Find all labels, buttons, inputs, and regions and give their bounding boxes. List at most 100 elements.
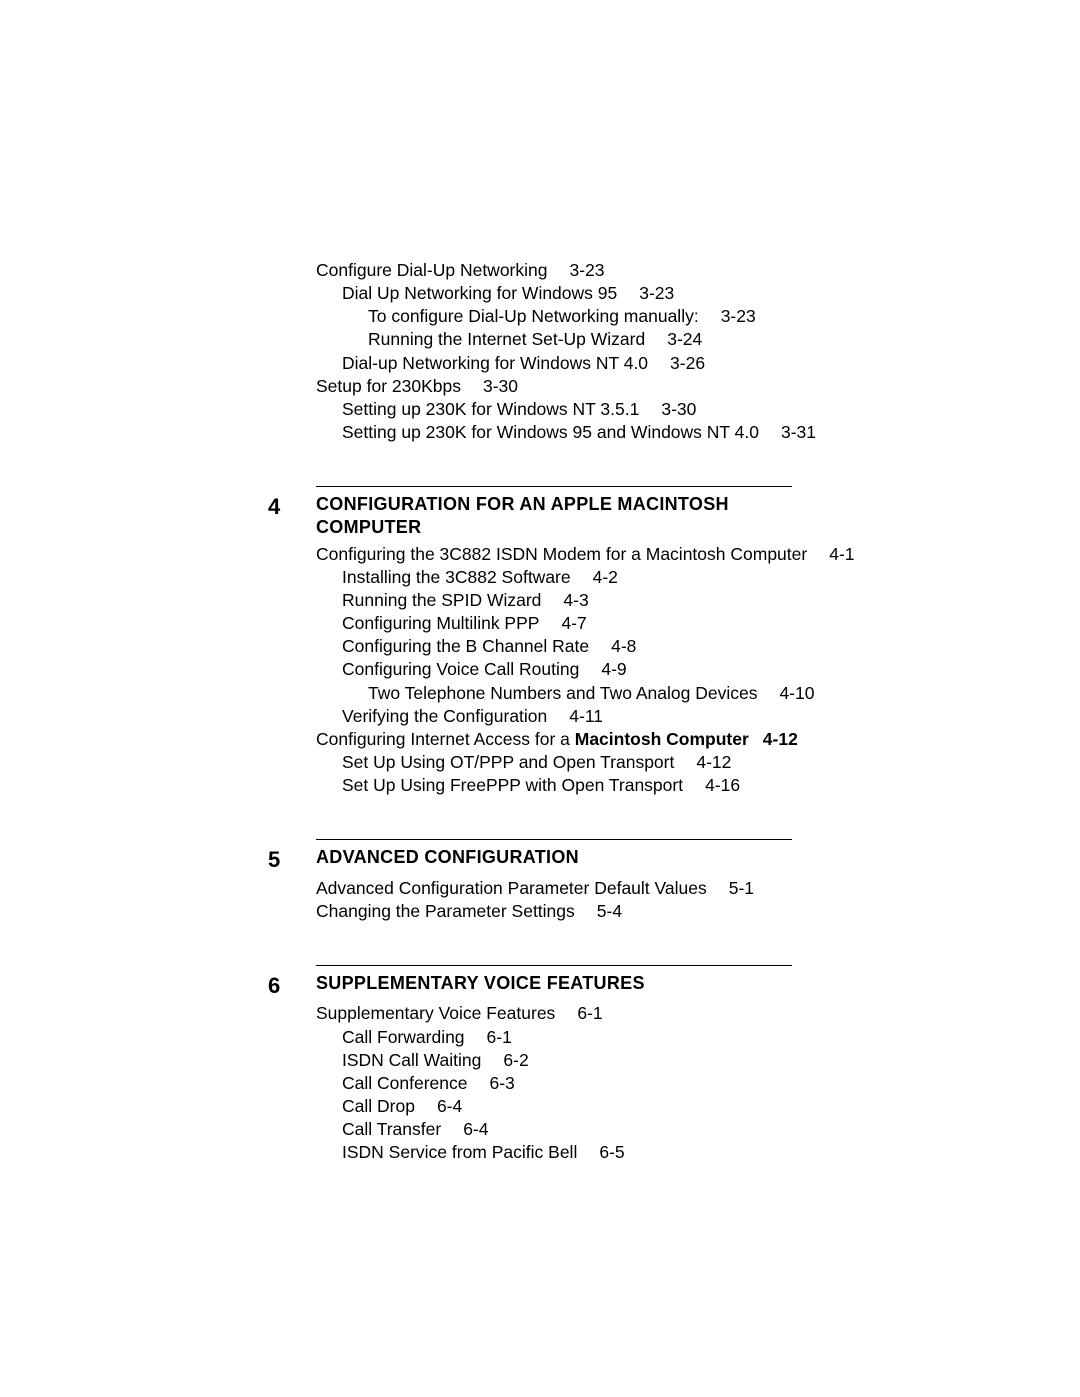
toc-entry-text: Running the Internet Set-Up Wizard: [368, 329, 645, 349]
section-header-row: 5ADVANCED CONFIGURATION: [316, 846, 880, 874]
toc-entry-bold: Macintosh Computer: [575, 729, 749, 749]
section-header-row: 6SUPPLEMENTARY VOICE FEATURES: [316, 972, 880, 1000]
section-number: 5: [268, 846, 316, 874]
toc-entry-page: 3-31: [781, 422, 816, 442]
toc-entry-text: Configuring the B Channel Rate: [342, 636, 589, 656]
section-body: Supplementary Voice Features6-1 Call Forw…: [316, 1003, 880, 1162]
toc-entry-page: 4-16: [705, 775, 740, 795]
toc-entry: Running the SPID Wizard 4-3: [316, 590, 880, 610]
section-number: 6: [268, 972, 316, 1000]
toc-entry-text: Configuring Voice Call Routing: [342, 659, 579, 679]
section-title: CONFIGURATION FOR AN APPLE MACINTOSH COM…: [316, 493, 792, 540]
toc-entry-page: 3-30: [483, 376, 518, 396]
toc-entry-page: 4-9: [601, 659, 626, 679]
toc-entry-page: 4-10: [779, 683, 814, 703]
toc-entry-page: 4-3: [563, 590, 588, 610]
toc-entry-text: ISDN Call Waiting: [342, 1050, 481, 1070]
toc-entry-text: Dial Up Networking for Windows 95: [342, 283, 617, 303]
toc-entry-page: 6-1: [487, 1027, 512, 1047]
toc-entry: Supplementary Voice Features6-1: [316, 1003, 880, 1023]
toc-entry-text: To configure Dial-Up Networking manually…: [368, 306, 699, 326]
toc-page: Configure Dial-Up Networking3-23Dial Up …: [0, 0, 1080, 1397]
toc-entry-text: Setting up 230K for Windows NT 3.5.1: [342, 399, 639, 419]
toc-entry-text: Call Forwarding: [342, 1027, 465, 1047]
toc-continuation: Configure Dial-Up Networking3-23Dial Up …: [316, 260, 880, 442]
toc-entry-text: Verifying the Configuration: [342, 706, 547, 726]
toc-entry-page: 3-26: [670, 353, 705, 373]
toc-entry: Set Up Using FreePPP with Open Transport…: [316, 775, 880, 795]
toc-section: 4CONFIGURATION FOR AN APPLE MACINTOSH CO…: [316, 486, 880, 795]
toc-entry-text: Advanced Configuration Parameter Default…: [316, 878, 707, 898]
toc-entry: Configuring Internet Access for a Macint…: [316, 729, 880, 749]
toc-entry: To configure Dial-Up Networking manually…: [316, 306, 880, 326]
toc-entry: Set Up Using OT/PPP and Open Transport 4-…: [316, 752, 880, 772]
toc-entry-page: 3-23: [569, 260, 604, 280]
toc-entry-page: 4-7: [561, 613, 586, 633]
toc-entry-text: Changing the Parameter Settings: [316, 901, 575, 921]
toc-entry: ISDN Service from Pacific Bell 6-5: [316, 1142, 880, 1162]
toc-entry-page: 5-4: [597, 901, 622, 921]
section-rule: [316, 839, 792, 840]
toc-entry-page: 6-3: [489, 1073, 514, 1093]
toc-entry-text: Setup for 230Kbps: [316, 376, 461, 396]
toc-entry-text: Configure Dial-Up Networking: [316, 260, 547, 280]
section-title: SUPPLEMENTARY VOICE FEATURES: [316, 972, 645, 995]
toc-entry-text: Configuring Internet Access for a: [316, 729, 575, 749]
toc-entry-page: 3-23: [721, 306, 756, 326]
toc-entry-text: Call Drop: [342, 1096, 415, 1116]
toc-entry: Installing the 3C882 Software 4-2: [316, 567, 880, 587]
toc-entry-page: 4-12: [696, 752, 731, 772]
toc-sections: 4CONFIGURATION FOR AN APPLE MACINTOSH CO…: [316, 486, 880, 1162]
toc-entry-page: 3-30: [661, 399, 696, 419]
toc-entry-text: Set Up Using FreePPP with Open Transport: [342, 775, 683, 795]
toc-entry-text: Running the SPID Wizard: [342, 590, 541, 610]
toc-entry-text: Set Up Using OT/PPP and Open Transport: [342, 752, 674, 772]
toc-entry-page: 3-23: [639, 283, 674, 303]
toc-entry: Call Transfer 6-4: [316, 1119, 880, 1139]
toc-entry: Configuring Multilink PPP 4-7: [316, 613, 880, 633]
toc-entry-text: Configuring Multilink PPP: [342, 613, 539, 633]
section-number: 4: [268, 493, 316, 521]
toc-entry: Running the Internet Set-Up Wizard 3-24: [316, 329, 880, 349]
toc-entry: Advanced Configuration Parameter Default…: [316, 878, 880, 898]
toc-entry: Call Conference 6-3: [316, 1073, 880, 1093]
section-title: ADVANCED CONFIGURATION: [316, 846, 579, 869]
toc-entry-text: Dial-up Networking for Windows NT 4.0: [342, 353, 648, 373]
toc-entry: Dial Up Networking for Windows 95 3-23: [316, 283, 880, 303]
toc-entry-page: 5-1: [729, 878, 754, 898]
section-rule: [316, 965, 792, 966]
section-body: Configuring the 3C882 ISDN Modem for a M…: [316, 544, 880, 795]
toc-entry-text: Configuring the 3C882 ISDN Modem for a M…: [316, 544, 807, 564]
toc-entry-text: Call Transfer: [342, 1119, 441, 1139]
toc-entry-text: Setting up 230K for Windows 95 and Windo…: [342, 422, 759, 442]
toc-entry: Changing the Parameter Settings 5-4: [316, 901, 880, 921]
toc-entry-text: Call Conference: [342, 1073, 467, 1093]
toc-entry-page: 6-4: [463, 1119, 488, 1139]
toc-entry-page: 6-5: [599, 1142, 624, 1162]
toc-entry: Call Forwarding 6-1: [316, 1027, 880, 1047]
toc-section: 6SUPPLEMENTARY VOICE FEATURES Supplementa…: [316, 965, 880, 1162]
toc-section: 5ADVANCED CONFIGURATION Advanced Configur…: [316, 839, 880, 921]
toc-entry: Dial-up Networking for Windows NT 4.0 3-2…: [316, 353, 880, 373]
toc-entry-text: Installing the 3C882 Software: [342, 567, 571, 587]
toc-entry: Setup for 230Kbps 3-30: [316, 376, 880, 396]
toc-entry-page: 6-2: [503, 1050, 528, 1070]
toc-entry: Configuring the 3C882 ISDN Modem for a M…: [316, 544, 880, 564]
toc-entry-text: ISDN Service from Pacific Bell: [342, 1142, 577, 1162]
toc-entry-page: 4-12: [763, 729, 798, 749]
toc-entry-page: 4-11: [569, 706, 603, 726]
toc-entry-page: 6-1: [577, 1003, 602, 1023]
toc-entry: ISDN Call Waiting 6-2: [316, 1050, 880, 1070]
section-rule: [316, 486, 792, 487]
section-body: Advanced Configuration Parameter Default…: [316, 878, 880, 921]
toc-entry-page: 4-2: [593, 567, 618, 587]
toc-entry: Setting up 230K for Windows 95 and Windo…: [316, 422, 880, 442]
toc-entry-page: 3-24: [667, 329, 702, 349]
toc-entry: Setting up 230K for Windows NT 3.5.1 3-30: [316, 399, 880, 419]
toc-entry-page: 4-1: [829, 544, 854, 564]
toc-entry: Two Telephone Numbers and Two Analog Dev…: [316, 683, 880, 703]
toc-entry: Configuring the B Channel Rate4-8: [316, 636, 880, 656]
section-header-row: 4CONFIGURATION FOR AN APPLE MACINTOSH CO…: [316, 493, 880, 540]
toc-entry-page: 6-4: [437, 1096, 462, 1116]
toc-entry: Configuring Voice Call Routing 4-9: [316, 659, 880, 679]
